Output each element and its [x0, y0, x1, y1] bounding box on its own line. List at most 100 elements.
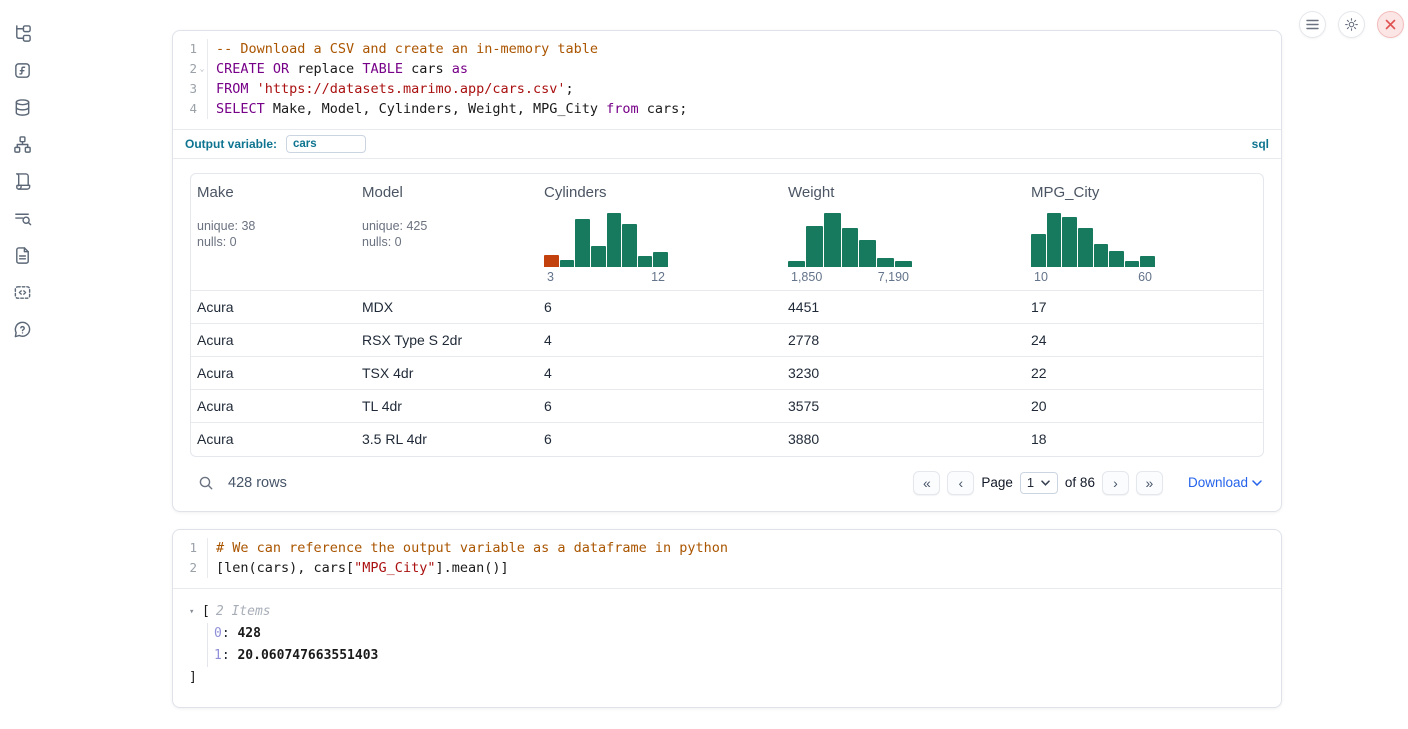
code-line: 4 SELECT Make, Model, Cylinders, Weight, …	[173, 99, 1281, 119]
table-cell: TSX 4dr	[356, 357, 538, 390]
chevron-left-icon: ‹	[959, 476, 964, 490]
snippets-icon[interactable]	[11, 281, 33, 303]
table-row[interactable]: AcuraTL 4dr6357520	[191, 390, 1263, 423]
file-tree-icon[interactable]	[11, 22, 33, 44]
output-variable-row: Output variable: sql	[173, 129, 1281, 158]
stat-nulls: nulls: 0	[362, 234, 532, 250]
code-token: Make, Model, Cylinders, Weight, MPG_City	[265, 101, 606, 117]
line-number: 1	[173, 39, 197, 59]
function-icon[interactable]	[11, 59, 33, 81]
sql-code-editor[interactable]: 1-- Download a CSV and create an in-memo…	[173, 31, 1281, 129]
mpg-city-histogram[interactable]	[1031, 213, 1155, 267]
table-cell: 22	[1025, 357, 1263, 390]
table-row[interactable]: Acura3.5 RL 4dr6388018	[191, 423, 1263, 456]
hist-bar	[1062, 217, 1077, 267]
axis-min: 1,850	[791, 270, 822, 284]
table-cell: 4	[538, 324, 782, 357]
code-token: CREATE OR	[216, 61, 289, 77]
hist-bar	[859, 240, 876, 267]
next-page-button[interactable]: ›	[1102, 471, 1129, 495]
column-header-model[interactable]: Model unique: 425 nulls: 0	[356, 174, 538, 291]
fold-chevron-icon[interactable]: ⌄	[197, 59, 207, 79]
table-cell: MDX	[356, 291, 538, 324]
pagination: « ‹ Page 1 of 86 › » Download	[913, 471, 1262, 495]
chevrons-right-icon: »	[1146, 476, 1154, 490]
settings-button[interactable]	[1338, 11, 1365, 38]
page-select-value: 1	[1027, 475, 1034, 490]
menu-button[interactable]	[1299, 11, 1326, 38]
table-cell: Acura	[191, 324, 356, 357]
output-variable-input[interactable]	[286, 135, 366, 153]
close-button[interactable]	[1377, 11, 1404, 38]
prev-page-button[interactable]: ‹	[947, 471, 974, 495]
chevron-down-icon	[1252, 480, 1262, 486]
code-token: as	[452, 61, 468, 77]
table-cell: 17	[1025, 291, 1263, 324]
table-row[interactable]: AcuraMDX6445117	[191, 291, 1263, 324]
table-cell: 24	[1025, 324, 1263, 357]
table-cell: 3.5 RL 4dr	[356, 423, 538, 456]
hist-bar	[591, 246, 606, 267]
last-page-button[interactable]: »	[1136, 471, 1163, 495]
axis-min: 3	[547, 270, 554, 284]
table-row[interactable]: AcuraTSX 4dr4323022	[191, 357, 1263, 390]
histogram-axis: 10 60	[1031, 270, 1155, 284]
list-entries: 0: 4281: 20.060747663551403	[207, 623, 1265, 667]
column-title: MPG_City	[1031, 184, 1257, 201]
scroll-icon[interactable]	[11, 170, 33, 192]
line-number: 4	[173, 99, 197, 119]
code-token: [len(cars), cars[	[216, 560, 354, 576]
window-controls	[1299, 11, 1404, 38]
chevron-right-icon: ›	[1113, 476, 1118, 490]
column-header-cylinders[interactable]: Cylinders 3 12	[538, 174, 782, 291]
code-token: TABLE	[362, 61, 403, 77]
column-title: Make	[197, 184, 350, 201]
axis-max: 12	[651, 270, 665, 284]
table-row[interactable]: AcuraRSX Type S 2dr4277824	[191, 324, 1263, 357]
column-header-mpg-city[interactable]: MPG_City 10 60	[1025, 174, 1263, 291]
list-viewer-header[interactable]: ▾ [ 2 Items	[189, 601, 1265, 623]
code-text: [len(cars), cars["MPG_City"].mean()]	[207, 558, 1281, 578]
code-token: from	[606, 101, 639, 117]
histogram-axis: 3 12	[544, 270, 668, 284]
code-line: 1-- Download a CSV and create an in-memo…	[173, 39, 1281, 59]
python-code-editor[interactable]: 1# We can reference the output variable …	[173, 530, 1281, 588]
weight-histogram[interactable]	[788, 213, 912, 267]
language-badge: sql	[1252, 137, 1269, 151]
table-cell: 4	[538, 357, 782, 390]
cylinders-histogram[interactable]	[544, 213, 668, 267]
axis-max: 7,190	[878, 270, 909, 284]
table-cell: 6	[538, 291, 782, 324]
table-cell: 18	[1025, 423, 1263, 456]
fold-gutter	[197, 538, 207, 558]
search-list-icon[interactable]	[11, 207, 33, 229]
gear-icon	[1344, 17, 1359, 32]
column-header-weight[interactable]: Weight 1,850 7,190	[782, 174, 1025, 291]
database-icon[interactable]	[11, 96, 33, 118]
fold-gutter	[197, 79, 207, 99]
list-item: 0: 428	[214, 623, 1265, 645]
column-header-make[interactable]: Make unique: 38 nulls: 0	[191, 174, 356, 291]
code-token: ].mean()]	[435, 560, 508, 576]
stat-nulls: nulls: 0	[197, 234, 350, 250]
search-icon[interactable]	[198, 475, 214, 491]
dependency-graph-icon[interactable]	[11, 133, 33, 155]
table-cell: RSX Type S 2dr	[356, 324, 538, 357]
page-select[interactable]: 1	[1020, 472, 1058, 494]
python-cell: 1# We can reference the output variable …	[172, 529, 1282, 708]
help-icon[interactable]	[11, 318, 33, 340]
histogram-axis: 1,850 7,190	[788, 270, 912, 284]
hist-bar	[1078, 228, 1093, 267]
fold-gutter	[197, 39, 207, 59]
document-icon[interactable]	[11, 244, 33, 266]
hist-bar	[895, 261, 912, 267]
hist-bar	[1125, 261, 1140, 267]
sql-cell-output: Make unique: 38 nulls: 0 Model unique: 4…	[173, 158, 1281, 511]
column-stats: unique: 425 nulls: 0	[362, 218, 532, 250]
code-token: "MPG_City"	[354, 560, 435, 576]
first-page-button[interactable]: «	[913, 471, 940, 495]
python-cell-output: ▾ [ 2 Items 0: 4281: 20.060747663551403 …	[173, 588, 1281, 707]
code-token: SELECT	[216, 101, 265, 117]
download-button[interactable]: Download	[1188, 475, 1262, 490]
hist-bar	[560, 260, 575, 267]
